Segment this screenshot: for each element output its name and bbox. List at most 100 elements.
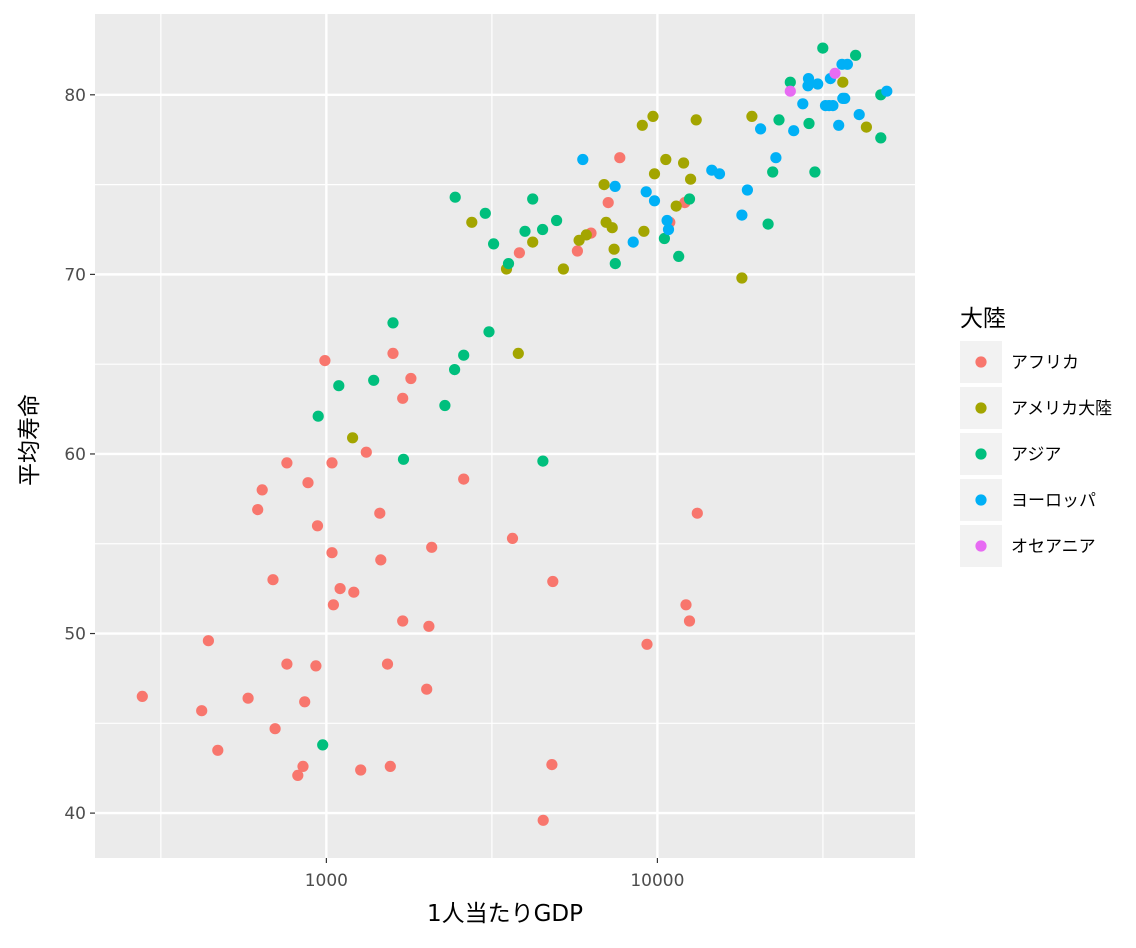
data-point — [449, 191, 461, 203]
data-point — [827, 100, 839, 112]
data-point — [512, 347, 524, 359]
data-point — [397, 392, 409, 404]
data-point — [426, 541, 438, 553]
data-point — [614, 152, 626, 164]
plot-panel — [95, 14, 915, 858]
data-point — [326, 547, 338, 559]
data-point — [683, 615, 696, 627]
data-point — [609, 180, 621, 192]
data-point — [196, 705, 208, 717]
data-point — [502, 258, 515, 270]
data-point — [690, 114, 702, 126]
y-tick-label: 70 — [64, 265, 86, 285]
data-point — [458, 349, 470, 361]
data-point — [755, 123, 767, 135]
series-group — [784, 67, 841, 97]
data-point — [488, 238, 500, 250]
data-point — [770, 152, 782, 164]
data-point — [374, 507, 386, 519]
data-point — [773, 114, 785, 126]
x-tick-label: 10000 — [630, 871, 684, 891]
data-point — [368, 374, 380, 386]
data-point — [347, 432, 359, 444]
data-point — [577, 153, 589, 166]
data-point — [609, 258, 621, 270]
data-point — [355, 764, 367, 776]
data-point — [636, 119, 648, 131]
data-point — [519, 225, 531, 237]
data-point — [326, 457, 338, 469]
legend-label: ヨーロッパ — [1011, 491, 1096, 511]
data-point — [608, 243, 620, 255]
data-point — [802, 73, 815, 85]
data-point — [683, 193, 696, 205]
x-tick-labels: 1000 10000 — [305, 858, 684, 891]
data-point — [546, 759, 558, 771]
data-point — [767, 166, 779, 178]
data-point — [299, 696, 311, 708]
data-points — [136, 42, 893, 826]
data-point — [360, 446, 372, 458]
data-point — [405, 372, 417, 385]
data-point — [281, 658, 293, 670]
x-tick-label: 1000 — [305, 871, 348, 891]
data-point — [212, 744, 224, 756]
data-point — [640, 186, 652, 198]
data-point — [837, 76, 849, 88]
data-point — [839, 92, 851, 104]
data-point — [685, 173, 697, 185]
data-point — [269, 723, 281, 735]
series-group — [347, 76, 873, 444]
data-point — [527, 193, 539, 205]
data-point — [439, 399, 451, 412]
data-point — [812, 78, 824, 90]
data-point — [673, 250, 685, 262]
data-point — [875, 132, 887, 144]
data-point — [647, 110, 659, 122]
data-point — [797, 98, 809, 110]
data-point — [136, 690, 148, 703]
legend-marker — [975, 448, 987, 460]
series-group — [312, 42, 887, 751]
data-point — [833, 119, 845, 131]
data-point — [537, 455, 549, 467]
data-point — [334, 583, 346, 595]
data-point — [458, 473, 470, 485]
legend-label: アジア — [1011, 445, 1061, 465]
data-point — [527, 236, 539, 248]
data-point — [662, 223, 675, 236]
data-point — [736, 209, 748, 221]
data-point — [537, 814, 549, 826]
data-point — [384, 760, 396, 773]
data-point — [571, 245, 584, 257]
data-point — [670, 200, 682, 212]
data-point — [648, 168, 661, 180]
data-point — [678, 157, 690, 169]
data-point — [680, 599, 692, 611]
data-point — [302, 477, 314, 489]
series-group — [577, 58, 893, 248]
data-point — [829, 67, 841, 79]
data-point — [580, 229, 592, 241]
data-point — [638, 225, 650, 237]
panel-background — [95, 14, 915, 858]
data-point — [881, 85, 893, 97]
data-point — [333, 380, 345, 392]
x-axis-title: 1人当たりGDP — [427, 901, 583, 927]
legend-marker — [975, 402, 987, 414]
legend-label: オセアニア — [1011, 537, 1096, 557]
data-point — [660, 153, 672, 166]
data-point — [551, 214, 563, 227]
data-point — [658, 232, 671, 245]
data-point — [746, 110, 758, 122]
legend-label: アメリカ大陸 — [1011, 399, 1112, 419]
data-point — [281, 457, 293, 469]
data-point — [641, 638, 653, 650]
y-tick-label: 50 — [64, 625, 86, 645]
data-point — [387, 347, 399, 359]
y-tick-labels: 40 50 60 70 80 — [64, 86, 95, 824]
data-point — [788, 125, 800, 137]
data-point — [860, 121, 873, 133]
